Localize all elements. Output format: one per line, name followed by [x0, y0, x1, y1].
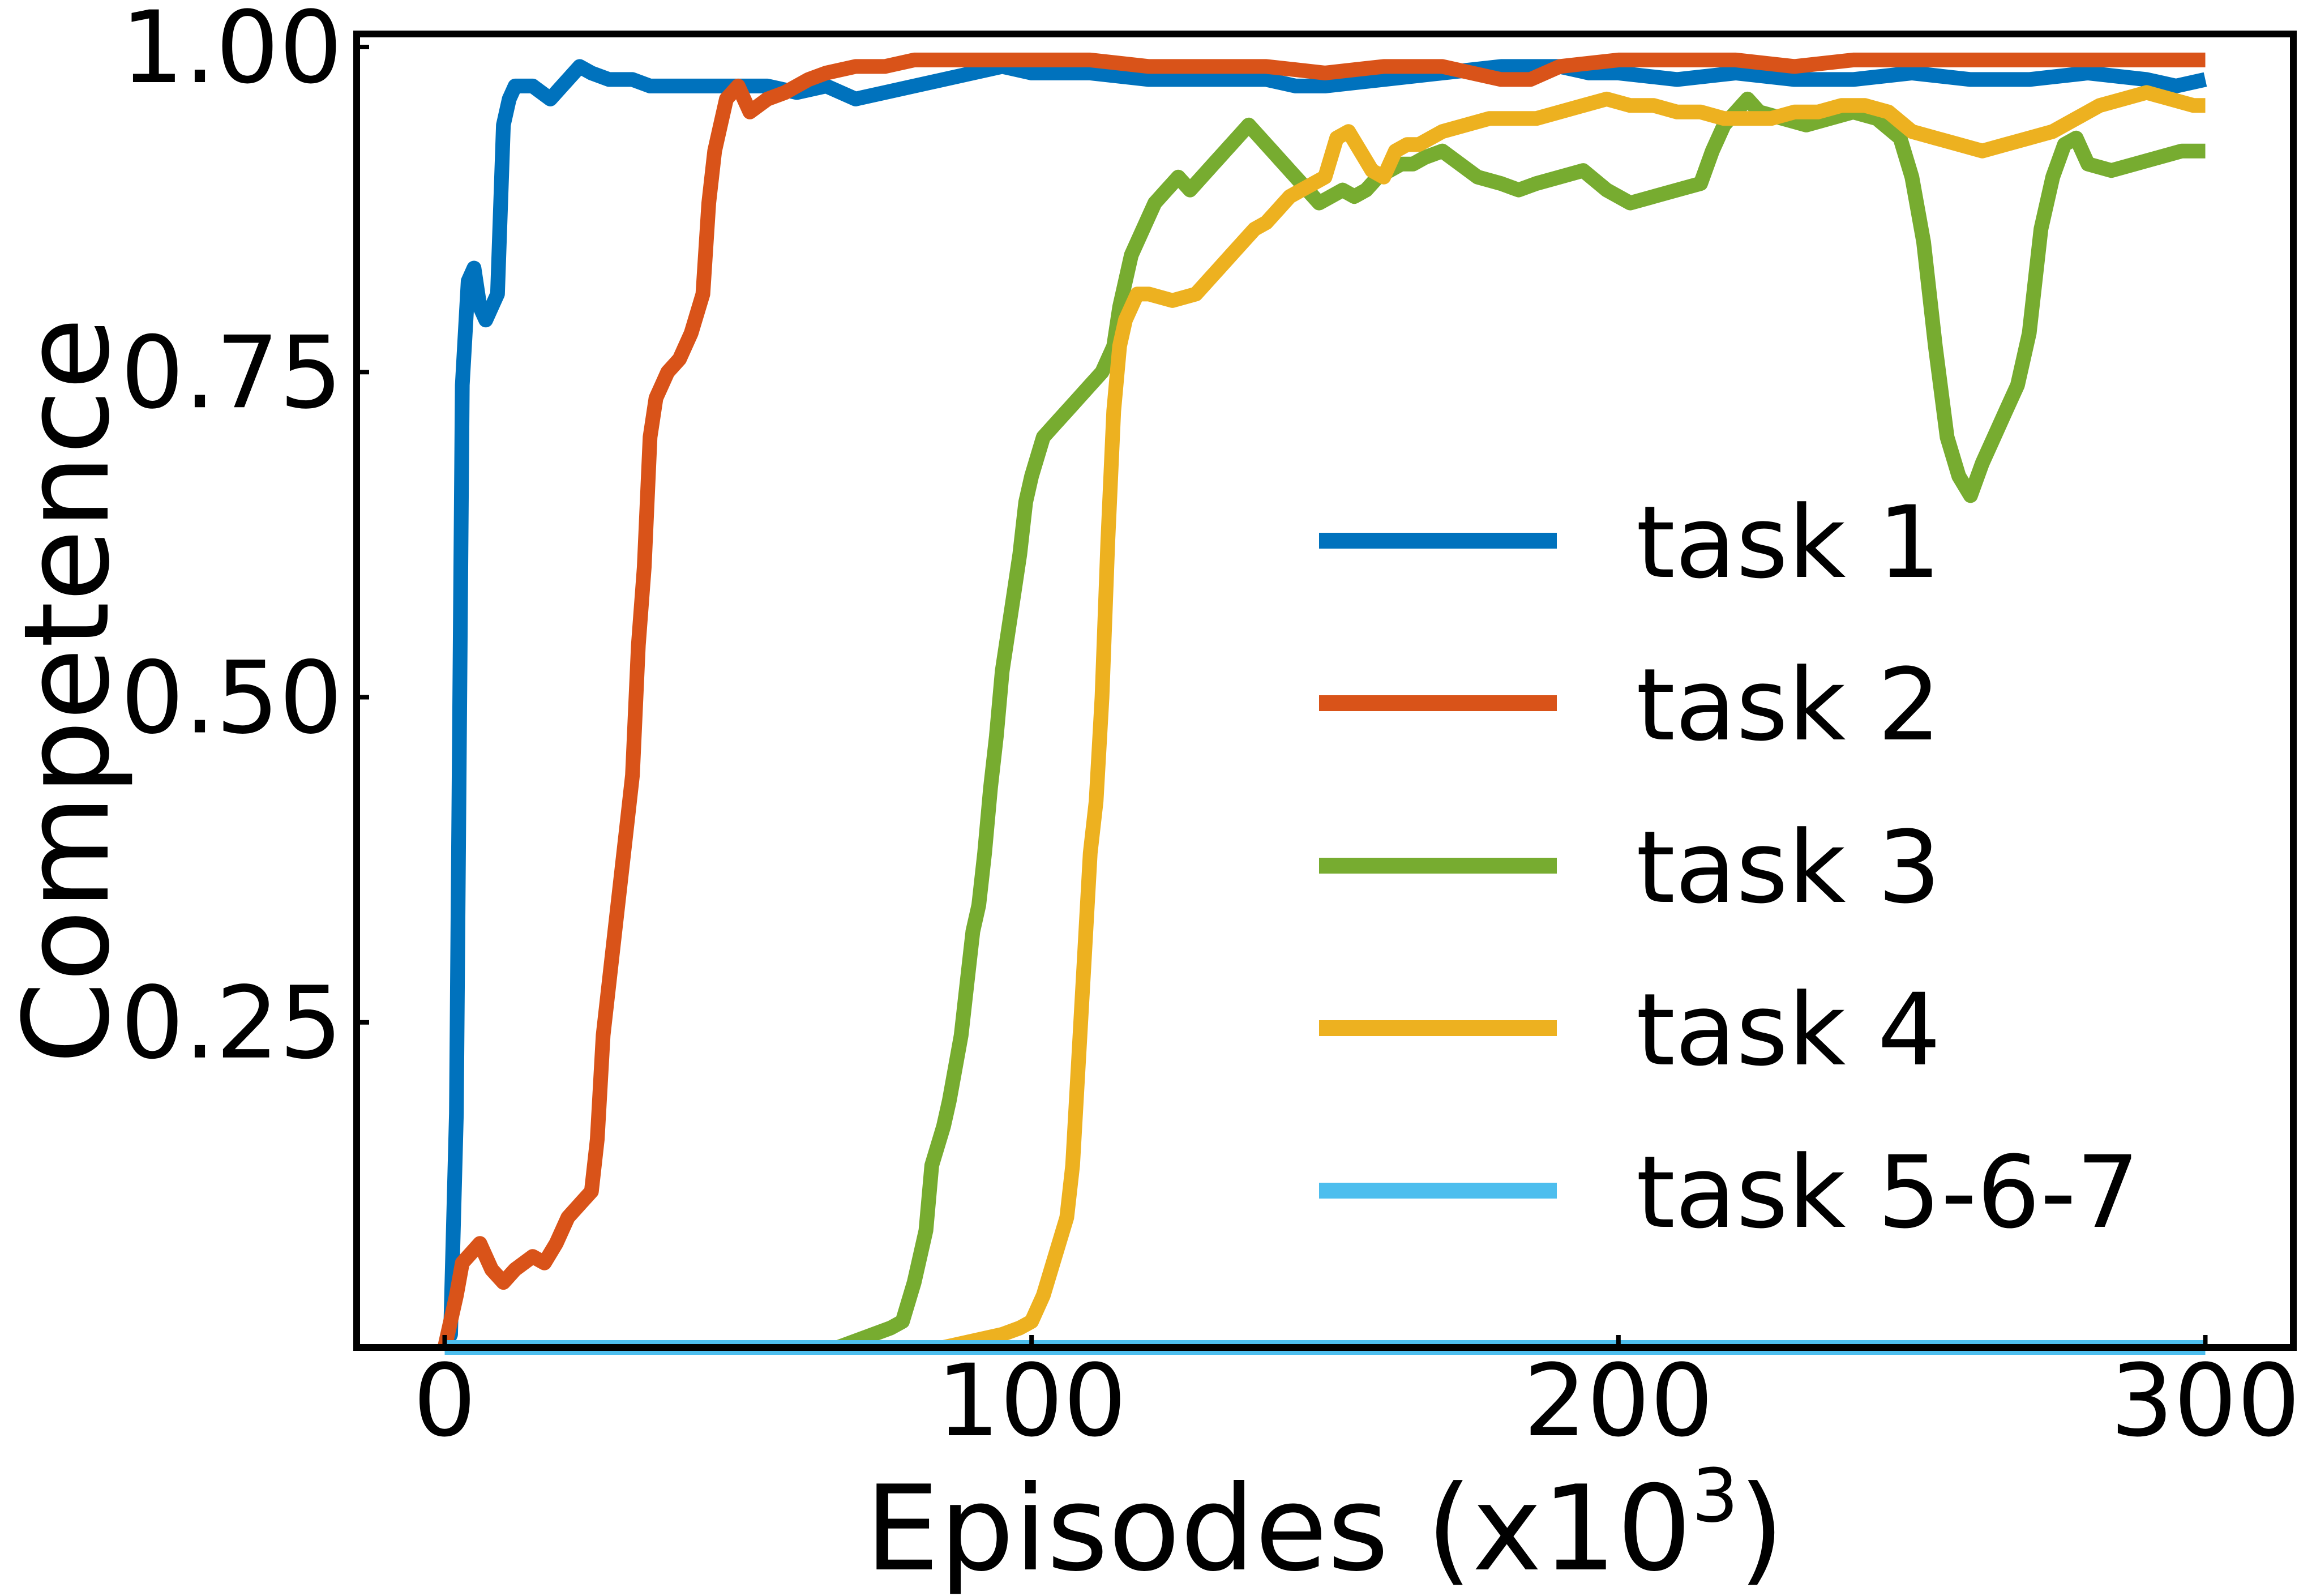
series-line-2 [437, 52, 2206, 1349]
x-tick-label: 100 [936, 1343, 1127, 1459]
y-tick-label: 0.75 [121, 315, 343, 431]
legend-label-5: task 5-6-7 [1636, 1135, 2139, 1251]
legend-label-4: task 4 [1636, 972, 1941, 1088]
x-tick-label: 200 [1523, 1343, 1714, 1459]
series-line-3 [835, 91, 2206, 1355]
legend-label-1: task 1 [1636, 485, 1941, 601]
y-tick-label: 1.00 [121, 0, 343, 106]
plot-frame [353, 31, 2297, 1351]
x-axis-title-close: ) [1739, 1461, 1784, 1596]
x-tick-label: 300 [2110, 1343, 2299, 1459]
ticks-layer: 0 100 200 300 0.25 0.50 0.75 1.00 [121, 0, 2299, 1459]
series-line-4 [885, 85, 2206, 1355]
y-tick-label: 0.50 [121, 640, 343, 756]
series-line-1 [438, 59, 2207, 1351]
x-axis-title: Episodes (x103) [865, 1453, 1784, 1596]
x-tick-label: 0 [413, 1343, 477, 1459]
legend-label-3: task 3 [1636, 810, 1941, 926]
x-axis-title-main: Episodes (x10 [865, 1461, 1692, 1596]
x-axis-title-superscript: 3 [1692, 1453, 1739, 1539]
legend: task 1 task 2 task 3 task 4 task 5-6-7 [1319, 485, 2139, 1251]
y-axis-title: Competence [0, 318, 136, 1064]
y-tick-label: 0.25 [121, 965, 343, 1081]
legend-label-2: task 2 [1636, 647, 1941, 763]
